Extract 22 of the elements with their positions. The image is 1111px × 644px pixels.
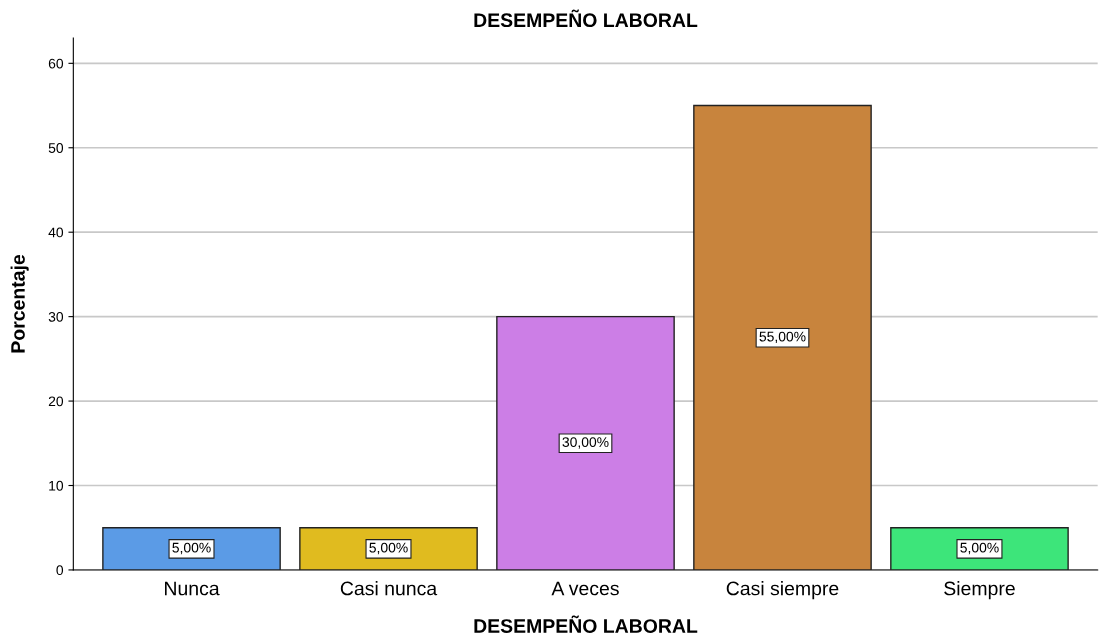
x-tick-label: A veces: [551, 581, 619, 596]
y-tick-label: 30: [48, 311, 64, 322]
y-tick-label: 50: [48, 143, 64, 153]
data-label: 30,00%: [562, 437, 609, 449]
chart-title: DESEMPEÑO LABORAL: [474, 9, 698, 28]
x-tick-label: Nunca: [165, 581, 220, 596]
data-label: 5,00%: [369, 542, 408, 555]
y-axis-title: Porcentaje: [10, 254, 29, 353]
y-tick-label: 10: [49, 480, 64, 491]
x-tick-label: Casi nunca: [340, 581, 438, 596]
bar: [496, 315, 675, 570]
data-label: 55,00%: [759, 331, 806, 344]
data-label: 5,00%: [960, 542, 999, 555]
y-tick-label: 60: [48, 58, 64, 69]
y-tick-label: 20: [48, 396, 64, 407]
x-axis-title: DESEMPEÑO LABORAL: [474, 615, 698, 633]
data-label: 5,00%: [172, 542, 211, 555]
x-tick-label: Siempre: [944, 581, 1015, 600]
x-tick-label: Casi siempre: [726, 581, 839, 600]
bar: [693, 104, 872, 570]
y-tick-label: 0: [56, 565, 64, 576]
y-tick-label: 40: [48, 227, 64, 238]
